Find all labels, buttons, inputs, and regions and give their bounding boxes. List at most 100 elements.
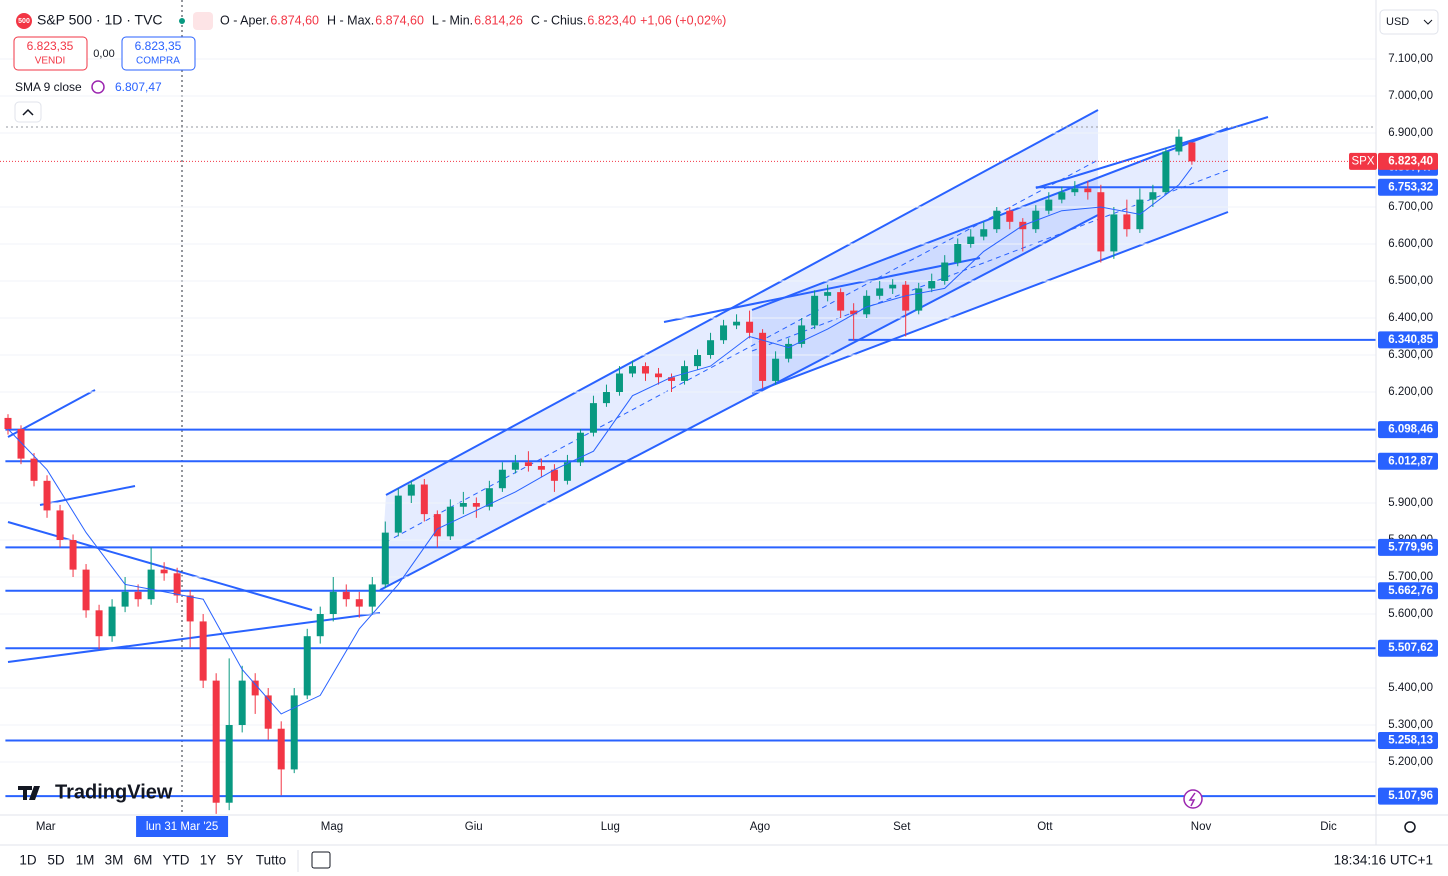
candle-body [550,469,558,481]
candle-body [225,725,233,803]
y-tick-label: 5.400,00 [1388,682,1433,694]
level-label: 5.779,96 [1388,541,1433,553]
range-button[interactable]: 5Y [227,853,244,868]
candle-body [1097,192,1105,252]
level-label: 6.012,87 [1388,455,1433,467]
event-icon[interactable] [1183,789,1203,809]
level-box [1378,421,1438,439]
candle-body [615,373,623,393]
logo-text: TradingView [55,781,173,803]
candle-body [1149,192,1157,200]
candle-body [980,229,988,237]
level-box [1378,639,1438,657]
candle-body [420,484,428,515]
candle-body [134,591,142,600]
candle-body [186,595,194,622]
range-button[interactable]: 5D [47,853,65,868]
candle-body [56,510,64,541]
trend-line [39,485,136,506]
toolbar: 1D 5D 1M 3M 6M YTD 1Y 5Y Tutto [19,853,286,868]
candle-body [1006,210,1014,222]
sell-price: 6.823,35 [27,39,74,53]
candle-body [1162,151,1170,193]
crosshair-date-box [136,816,229,837]
event-glyph [1188,792,1196,807]
candle-body [316,614,324,637]
ohlc-change: +1,06 (+0,02%) [640,13,726,27]
candle-body [251,680,259,696]
trend-line [663,257,981,323]
candle-body [394,495,402,533]
symbol-badge [16,13,32,29]
candle-body [199,621,207,681]
range-button[interactable]: 1Y [200,853,217,868]
x-tick-label: Ott [1037,821,1053,833]
candle-body [4,417,12,430]
candle-body [433,514,441,537]
y-tick-label: 5.300,00 [1388,719,1433,731]
candle-body [889,284,897,289]
ohlc-label: H - Max. [327,13,374,27]
y-tick-label: 6.500,00 [1388,275,1433,287]
x-tick-label: Dic [1320,821,1337,833]
sma-line [7,167,1193,715]
candle-body [212,680,220,803]
level-label: 6.098,46 [1388,424,1433,436]
candle-body [941,262,949,282]
trend-line [1035,116,1269,189]
currency: USD [1386,16,1409,28]
candle-body [967,236,975,245]
candle-body [876,288,884,296]
collapse-icon [22,108,34,116]
candle-body [733,321,741,326]
candle-body [798,325,806,344]
collapse-button[interactable] [14,101,42,123]
y-tick-label: 6.300,00 [1388,349,1433,361]
level-box [1378,787,1438,805]
range-button[interactable]: 1D [19,853,37,868]
candle-body [589,403,597,433]
channel-mid [751,169,1229,352]
currency-button[interactable] [1379,9,1439,35]
range-button[interactable]: Tutto [256,853,286,868]
range-button[interactable]: 3M [105,853,124,868]
candle-body [654,373,662,378]
ohlc-value: 6.823,40 [587,13,636,27]
level-box [1378,732,1438,750]
candle-body [1110,214,1118,252]
candle-body [108,606,116,637]
range-button[interactable]: 6M [134,853,153,868]
candle-body [628,366,636,374]
sell-button[interactable] [13,36,88,71]
candle-body [668,377,676,381]
y-tick-label: 5.900,00 [1388,497,1433,509]
candle-body [824,292,832,296]
candle-body [1071,188,1079,193]
range-button[interactable]: 1M [76,853,95,868]
settings-icon[interactable] [1404,821,1416,833]
candle-body [1175,136,1183,152]
candle-body [1032,210,1040,230]
candle-body [459,503,467,507]
candle-body [121,591,129,607]
y-tick-label: 5.700,00 [1388,571,1433,583]
candle-body [954,244,962,263]
buy-button[interactable] [121,36,196,71]
status-badge [193,12,213,30]
candle-body [368,584,376,607]
indicator-name[interactable]: SMA 9 close [15,80,82,94]
ohlc-label: C - Chius. [531,13,587,27]
level-label: 5.507,62 [1388,642,1433,654]
candle-body [329,591,337,615]
candle-body [277,728,285,770]
candle-body [759,332,767,381]
compare-icon[interactable] [311,851,331,869]
candle-body [342,591,350,600]
range-button[interactable]: YTD [163,853,190,868]
candle-body [17,429,25,459]
clock: 18:34:16 UTC+1 [1334,853,1433,868]
indicator-icon [91,80,105,94]
